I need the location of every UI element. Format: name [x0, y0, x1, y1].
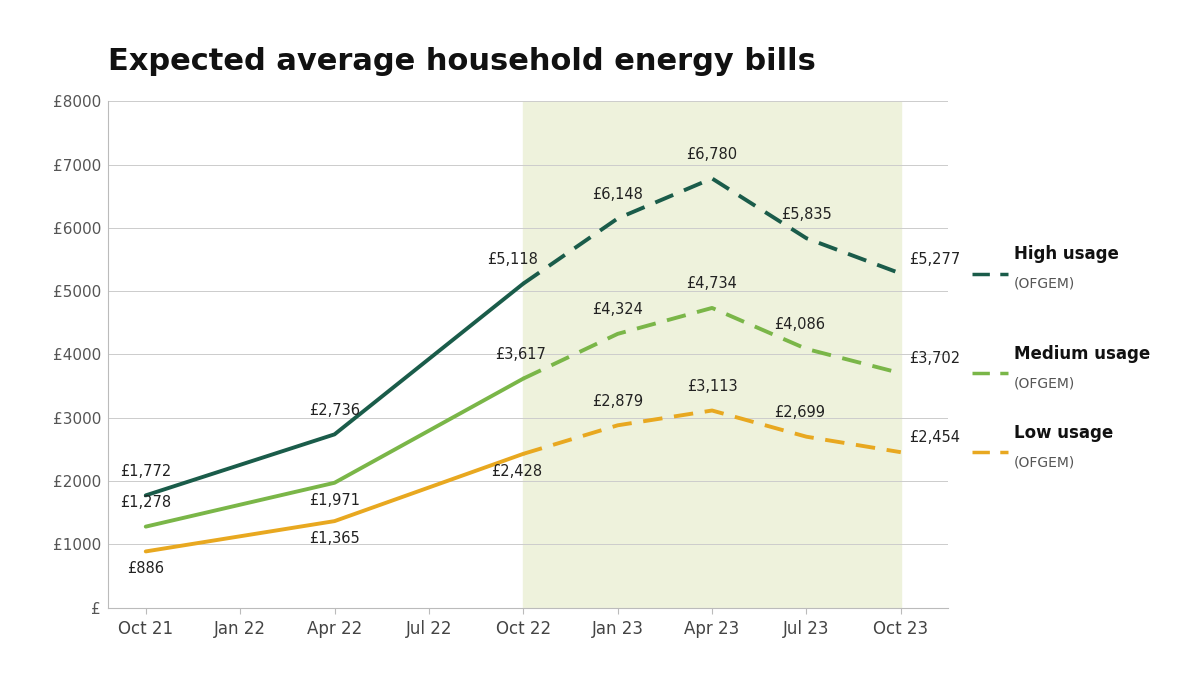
Text: £5,277: £5,277 — [910, 252, 960, 267]
Bar — [523, 101, 901, 608]
Text: £4,086: £4,086 — [774, 317, 824, 332]
Text: Medium usage: Medium usage — [1014, 345, 1151, 363]
Text: £1,365: £1,365 — [310, 531, 360, 546]
Text: £6,148: £6,148 — [593, 187, 643, 202]
Text: Expected average household energy bills: Expected average household energy bills — [108, 47, 816, 76]
Text: £1,772: £1,772 — [120, 464, 172, 479]
Text: £3,702: £3,702 — [910, 351, 960, 367]
Text: £5,118: £5,118 — [487, 252, 538, 267]
Text: £2,454: £2,454 — [910, 430, 960, 446]
Text: (OFGEM): (OFGEM) — [1014, 376, 1075, 390]
Text: High usage: High usage — [1014, 246, 1118, 263]
Text: £2,699: £2,699 — [774, 405, 824, 420]
Text: £5,835: £5,835 — [781, 207, 832, 221]
Text: Low usage: Low usage — [1014, 424, 1114, 442]
Text: £886: £886 — [127, 562, 164, 576]
Text: £3,113: £3,113 — [686, 379, 737, 394]
Text: £1,278: £1,278 — [120, 495, 172, 510]
Text: £4,734: £4,734 — [686, 276, 738, 291]
Text: £4,324: £4,324 — [593, 302, 643, 317]
Text: £1,971: £1,971 — [310, 493, 360, 508]
Text: £2,736: £2,736 — [310, 403, 360, 418]
Text: £2,428: £2,428 — [491, 464, 542, 479]
Text: (OFGEM): (OFGEM) — [1014, 455, 1075, 469]
Text: £6,780: £6,780 — [686, 146, 738, 162]
Text: (OFGEM): (OFGEM) — [1014, 277, 1075, 290]
Text: £3,617: £3,617 — [496, 347, 546, 362]
Text: £2,879: £2,879 — [592, 394, 643, 408]
